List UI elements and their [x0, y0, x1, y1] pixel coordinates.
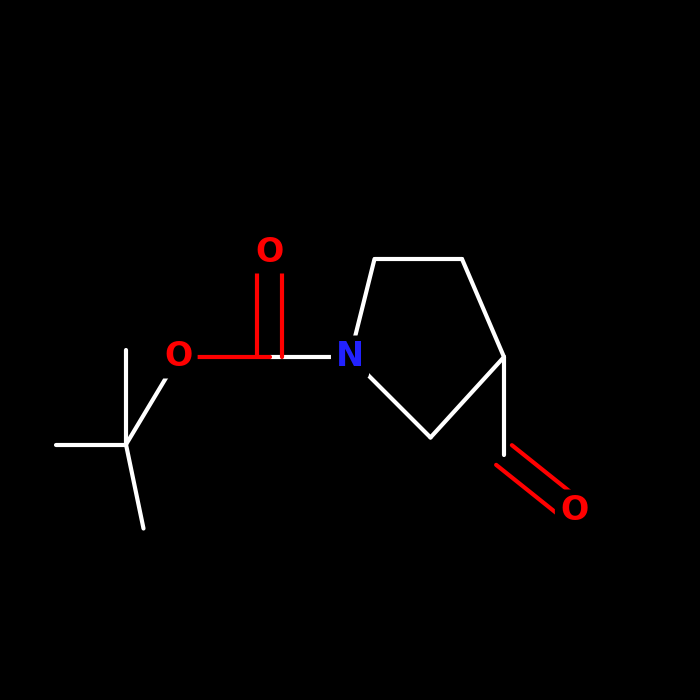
Text: O: O	[256, 235, 284, 269]
Text: N: N	[336, 340, 364, 374]
Text: O: O	[164, 340, 193, 374]
Text: O: O	[560, 494, 588, 528]
